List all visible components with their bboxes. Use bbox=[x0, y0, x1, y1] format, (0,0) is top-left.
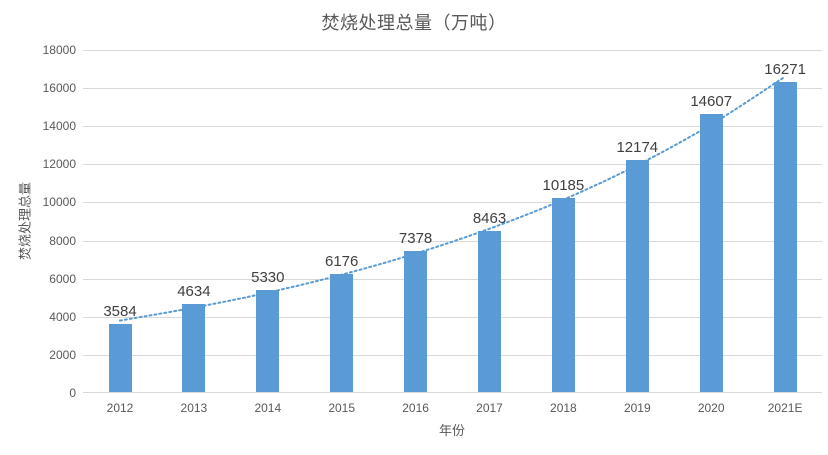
trendline-layer bbox=[119, 75, 787, 322]
x-tick-label: 2014 bbox=[254, 401, 282, 415]
gridline bbox=[83, 126, 822, 128]
bar-value-label: 8463 bbox=[472, 209, 507, 227]
bar-value-label: 10185 bbox=[542, 176, 585, 194]
x-tick-label: 2015 bbox=[328, 401, 356, 415]
y-axis-title: 焚烧处理总量 bbox=[17, 181, 33, 261]
plot-area: 3584 4634 5330 6176 7378 8463 10185 12174 14607 1… bbox=[83, 50, 822, 393]
x-tick-label: 2016 bbox=[402, 401, 429, 415]
x-tick-label: 2012 bbox=[106, 401, 134, 415]
gridline bbox=[83, 88, 822, 90]
y-tick-label: 4000 bbox=[49, 309, 76, 324]
gridline bbox=[83, 278, 822, 280]
bar bbox=[551, 197, 575, 392]
gridline bbox=[83, 316, 822, 318]
y-tick-label: 12000 bbox=[42, 157, 76, 172]
bar-value-label: 5330 bbox=[251, 269, 285, 287]
bar bbox=[404, 251, 428, 392]
gridline bbox=[83, 354, 822, 356]
y-tick-label: 6000 bbox=[49, 271, 76, 286]
x-tick-label: 2021E bbox=[767, 401, 803, 415]
bar bbox=[330, 274, 354, 392]
bar-value-label: 7378 bbox=[398, 230, 433, 248]
bar bbox=[625, 160, 649, 392]
x-axis-title: 年份 bbox=[438, 423, 466, 438]
x-tick-label: 2017 bbox=[476, 401, 503, 415]
x-tick-label: 2020 bbox=[697, 401, 725, 415]
y-tick-label: 16000 bbox=[42, 81, 76, 96]
bar-value-label: 4634 bbox=[177, 282, 211, 300]
bar-value-label: 12174 bbox=[616, 139, 659, 156]
trendline bbox=[119, 75, 787, 322]
y-tick-label: 0 bbox=[69, 386, 76, 400]
y-tick-label: 2000 bbox=[49, 347, 76, 362]
chart-title: 焚烧处理总量（万吨） bbox=[321, 13, 507, 33]
bar-value-label: 16271 bbox=[764, 60, 806, 78]
x-tick-label: 2018 bbox=[550, 401, 577, 415]
gridline bbox=[83, 50, 822, 51]
y-tick-label: 10000 bbox=[42, 195, 76, 210]
bar bbox=[699, 113, 723, 392]
bar-value-label: 3584 bbox=[103, 302, 137, 320]
y-tick-label: 18000 bbox=[42, 43, 76, 57]
y-tick-label: 14000 bbox=[42, 119, 76, 134]
bar-value-label: 6176 bbox=[325, 253, 359, 271]
bar bbox=[478, 230, 501, 392]
gridline bbox=[83, 202, 822, 204]
x-tick-label: 2013 bbox=[180, 401, 208, 415]
bar bbox=[182, 303, 206, 392]
bar-value-label: 14607 bbox=[690, 92, 733, 110]
x-tick-label: 2019 bbox=[623, 401, 651, 415]
bar bbox=[108, 323, 132, 392]
y-tick-label: 8000 bbox=[49, 233, 76, 248]
bar bbox=[773, 81, 797, 392]
gridline bbox=[83, 164, 822, 166]
bar bbox=[256, 290, 280, 392]
